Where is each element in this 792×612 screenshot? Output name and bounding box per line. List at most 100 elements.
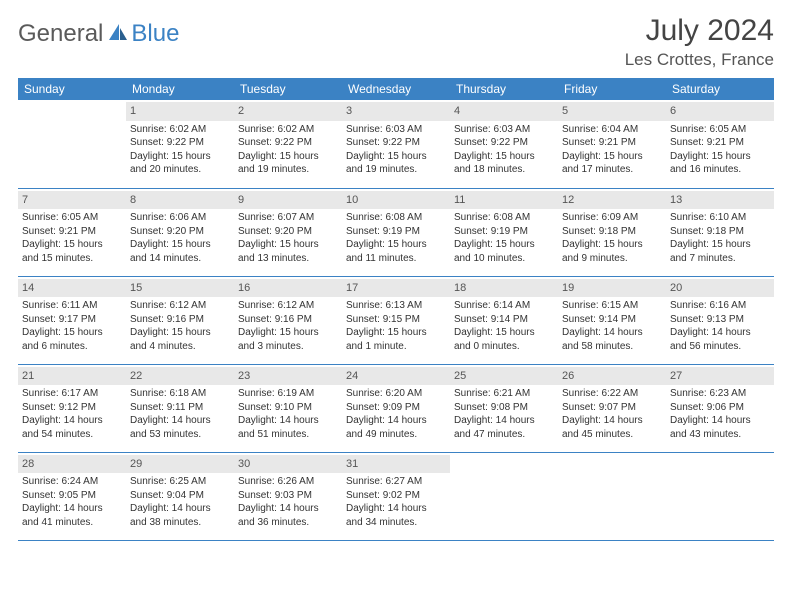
day-number: 22 [126, 367, 234, 386]
day-number: 20 [666, 279, 774, 298]
sunrise-line: Sunrise: 6:08 AM [454, 211, 554, 225]
day-number: 18 [450, 279, 558, 298]
calendar-day-cell: 20Sunrise: 6:16 AMSunset: 9:13 PMDayligh… [666, 276, 774, 364]
day-number: 17 [342, 279, 450, 298]
day-number: 23 [234, 367, 342, 386]
calendar-day-cell: 18Sunrise: 6:14 AMSunset: 9:14 PMDayligh… [450, 276, 558, 364]
header: General Blue July 2024 Les Crottes, Fran… [18, 14, 774, 70]
sunrise-line: Sunrise: 6:12 AM [130, 299, 230, 313]
calendar-week-row: 21Sunrise: 6:17 AMSunset: 9:12 PMDayligh… [18, 364, 774, 452]
sunset-line: Sunset: 9:22 PM [346, 136, 446, 150]
sunset-line: Sunset: 9:20 PM [130, 225, 230, 239]
calendar-day-cell: 2Sunrise: 6:02 AMSunset: 9:22 PMDaylight… [234, 100, 342, 188]
calendar-day-cell [558, 452, 666, 540]
sunset-line: Sunset: 9:19 PM [454, 225, 554, 239]
sunrise-line: Sunrise: 6:16 AM [670, 299, 770, 313]
calendar-day-cell: 6Sunrise: 6:05 AMSunset: 9:21 PMDaylight… [666, 100, 774, 188]
sunset-line: Sunset: 9:14 PM [562, 313, 662, 327]
logo-text-blue: Blue [131, 20, 179, 48]
sunrise-line: Sunrise: 6:15 AM [562, 299, 662, 313]
day-number: 9 [234, 191, 342, 210]
weekday-header: Saturday [666, 78, 774, 100]
calendar-day-cell: 23Sunrise: 6:19 AMSunset: 9:10 PMDayligh… [234, 364, 342, 452]
calendar-day-cell [18, 100, 126, 188]
sunrise-line: Sunrise: 6:03 AM [454, 123, 554, 137]
sunset-line: Sunset: 9:21 PM [562, 136, 662, 150]
day-number: 4 [450, 102, 558, 121]
daylight-line: Daylight: 15 hours and 19 minutes. [238, 150, 338, 177]
daylight-line: Daylight: 15 hours and 14 minutes. [130, 238, 230, 265]
calendar-day-cell: 1Sunrise: 6:02 AMSunset: 9:22 PMDaylight… [126, 100, 234, 188]
day-number: 8 [126, 191, 234, 210]
sunset-line: Sunset: 9:05 PM [22, 489, 122, 503]
sunrise-line: Sunrise: 6:10 AM [670, 211, 770, 225]
calendar-day-cell: 24Sunrise: 6:20 AMSunset: 9:09 PMDayligh… [342, 364, 450, 452]
day-number: 13 [666, 191, 774, 210]
daylight-line: Daylight: 14 hours and 36 minutes. [238, 502, 338, 529]
sunset-line: Sunset: 9:21 PM [22, 225, 122, 239]
calendar-day-cell: 26Sunrise: 6:22 AMSunset: 9:07 PMDayligh… [558, 364, 666, 452]
sunset-line: Sunset: 9:16 PM [238, 313, 338, 327]
sunset-line: Sunset: 9:21 PM [670, 136, 770, 150]
daylight-line: Daylight: 15 hours and 16 minutes. [670, 150, 770, 177]
sunrise-line: Sunrise: 6:03 AM [346, 123, 446, 137]
daylight-line: Daylight: 14 hours and 47 minutes. [454, 414, 554, 441]
daylight-line: Daylight: 14 hours and 41 minutes. [22, 502, 122, 529]
sunrise-line: Sunrise: 6:23 AM [670, 387, 770, 401]
calendar-day-cell: 25Sunrise: 6:21 AMSunset: 9:08 PMDayligh… [450, 364, 558, 452]
sunrise-line: Sunrise: 6:20 AM [346, 387, 446, 401]
sunset-line: Sunset: 9:18 PM [562, 225, 662, 239]
daylight-line: Daylight: 15 hours and 4 minutes. [130, 326, 230, 353]
day-number: 31 [342, 455, 450, 474]
daylight-line: Daylight: 15 hours and 1 minute. [346, 326, 446, 353]
daylight-line: Daylight: 15 hours and 17 minutes. [562, 150, 662, 177]
daylight-line: Daylight: 15 hours and 10 minutes. [454, 238, 554, 265]
daylight-line: Daylight: 14 hours and 58 minutes. [562, 326, 662, 353]
sunset-line: Sunset: 9:17 PM [22, 313, 122, 327]
daylight-line: Daylight: 14 hours and 56 minutes. [670, 326, 770, 353]
calendar-day-cell: 4Sunrise: 6:03 AMSunset: 9:22 PMDaylight… [450, 100, 558, 188]
sunrise-line: Sunrise: 6:12 AM [238, 299, 338, 313]
sunrise-line: Sunrise: 6:07 AM [238, 211, 338, 225]
calendar-week-row: 1Sunrise: 6:02 AMSunset: 9:22 PMDaylight… [18, 100, 774, 188]
day-number: 21 [18, 367, 126, 386]
day-number: 28 [18, 455, 126, 474]
weekday-header: Tuesday [234, 78, 342, 100]
sunrise-line: Sunrise: 6:04 AM [562, 123, 662, 137]
day-number: 10 [342, 191, 450, 210]
calendar-day-cell: 16Sunrise: 6:12 AMSunset: 9:16 PMDayligh… [234, 276, 342, 364]
daylight-line: Daylight: 14 hours and 45 minutes. [562, 414, 662, 441]
calendar-day-cell: 14Sunrise: 6:11 AMSunset: 9:17 PMDayligh… [18, 276, 126, 364]
calendar-table: SundayMondayTuesdayWednesdayThursdayFrid… [18, 78, 774, 541]
calendar-day-cell [666, 452, 774, 540]
day-number: 2 [234, 102, 342, 121]
calendar-day-cell: 19Sunrise: 6:15 AMSunset: 9:14 PMDayligh… [558, 276, 666, 364]
sunrise-line: Sunrise: 6:22 AM [562, 387, 662, 401]
sunrise-line: Sunrise: 6:13 AM [346, 299, 446, 313]
daylight-line: Daylight: 14 hours and 49 minutes. [346, 414, 446, 441]
day-number: 19 [558, 279, 666, 298]
sunrise-line: Sunrise: 6:17 AM [22, 387, 122, 401]
sunset-line: Sunset: 9:14 PM [454, 313, 554, 327]
weekday-header: Wednesday [342, 78, 450, 100]
sunset-line: Sunset: 9:18 PM [670, 225, 770, 239]
sunrise-line: Sunrise: 6:06 AM [130, 211, 230, 225]
logo: General Blue [18, 20, 179, 48]
sunset-line: Sunset: 9:22 PM [130, 136, 230, 150]
calendar-day-cell [450, 452, 558, 540]
calendar-day-cell: 22Sunrise: 6:18 AMSunset: 9:11 PMDayligh… [126, 364, 234, 452]
sunset-line: Sunset: 9:22 PM [238, 136, 338, 150]
location: Les Crottes, France [625, 50, 774, 70]
weekday-header: Friday [558, 78, 666, 100]
sunrise-line: Sunrise: 6:18 AM [130, 387, 230, 401]
sail-icon [107, 22, 129, 47]
sunset-line: Sunset: 9:11 PM [130, 401, 230, 415]
day-number: 16 [234, 279, 342, 298]
sunset-line: Sunset: 9:22 PM [454, 136, 554, 150]
sunset-line: Sunset: 9:19 PM [346, 225, 446, 239]
sunset-line: Sunset: 9:04 PM [130, 489, 230, 503]
sunset-line: Sunset: 9:10 PM [238, 401, 338, 415]
sunrise-line: Sunrise: 6:25 AM [130, 475, 230, 489]
weekday-header: Monday [126, 78, 234, 100]
calendar-day-cell: 21Sunrise: 6:17 AMSunset: 9:12 PMDayligh… [18, 364, 126, 452]
